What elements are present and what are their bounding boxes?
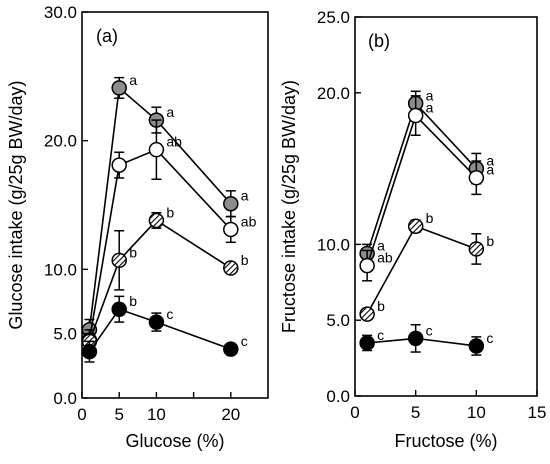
x-tick-label: 5 — [411, 403, 420, 422]
series-line — [88, 308, 232, 353]
significance-letter: c — [426, 322, 433, 338]
significance-letter: a — [426, 87, 434, 103]
y-tick-label: 10.0 — [317, 235, 350, 254]
data-point — [148, 212, 165, 229]
significance-letter: c — [377, 327, 384, 343]
data-point — [111, 157, 127, 173]
data-point — [111, 301, 127, 317]
x-tick-label: 20 — [221, 405, 240, 424]
plot-frame — [81, 11, 269, 399]
series-hatched: b b b — [359, 210, 494, 322]
significance-letter: b — [166, 204, 174, 220]
significance-letter: b — [241, 252, 249, 268]
y-tick-label: 0.0 — [326, 387, 350, 406]
data-point — [148, 314, 165, 330]
y-axis-title: Glucose intake (g/25g BW/day) — [6, 80, 26, 329]
data-point — [359, 257, 375, 274]
data-point — [111, 80, 127, 96]
chart-panel-a: 0.0 5.0 10.0 20.0 30.0 0 5 10 20 Glucose (%) Gluco… — [6, 3, 269, 451]
significance-letter: a — [129, 72, 137, 88]
x-axis-title: Fructose (%) — [394, 431, 497, 451]
significance-letter: c — [166, 306, 173, 322]
panel-label: (b) — [368, 31, 390, 51]
data-point — [407, 218, 424, 234]
x-tick-label: 15 — [528, 403, 547, 422]
significance-letter: b — [129, 293, 137, 309]
data-point — [223, 195, 239, 212]
significance-letter: a — [426, 100, 434, 116]
x-tick-label: 0 — [350, 403, 359, 422]
y-tick-label: 20.0 — [44, 132, 77, 151]
data-point — [359, 335, 375, 351]
significance-letter: c — [241, 333, 248, 349]
y-tick-label: 5.0 — [326, 311, 350, 330]
significance-letter: ab — [166, 134, 182, 150]
data-point — [223, 260, 239, 276]
data-point — [359, 306, 375, 322]
significance-letter: b — [377, 298, 385, 314]
significance-letter: a — [486, 153, 494, 169]
significance-letter: b — [486, 233, 494, 249]
y-tick-label: 25.0 — [317, 8, 350, 27]
x-tick-label: 5 — [114, 405, 123, 424]
significance-letter: a — [486, 162, 494, 178]
x-tick-label: 10 — [467, 403, 486, 422]
significance-letter: ab — [377, 250, 393, 266]
significance-letter: b — [426, 210, 434, 226]
y-axis-title: Fructose intake (g/25g BW/day) — [279, 80, 299, 333]
x-tick-label: 0 — [77, 405, 86, 424]
series-black: b c c — [81, 293, 248, 363]
data-point — [468, 169, 485, 186]
data-point — [81, 343, 98, 360]
series-line — [88, 148, 232, 341]
panel-label: (a) — [96, 26, 118, 46]
data-point — [468, 241, 485, 257]
y-tick-label: 30.0 — [44, 3, 77, 22]
data-point — [223, 341, 239, 357]
y-tick-label: 10.0 — [44, 260, 77, 279]
data-point — [111, 252, 127, 269]
data-point — [468, 338, 485, 354]
y-tick-label: 5.0 — [53, 325, 77, 344]
series-line — [88, 86, 232, 330]
significance-letter: a — [241, 188, 249, 204]
significance-letter: a — [166, 104, 174, 120]
significance-letter: ab — [241, 213, 257, 229]
x-tick-label: 10 — [147, 405, 166, 424]
y-tick-label: 20.0 — [317, 84, 350, 103]
chart-panel-b: 0.0 5.0 10.0 20.0 25.0 0 5 10 15 Fructose (%) Fruc… — [279, 8, 546, 451]
series-line — [88, 219, 232, 342]
data-point — [148, 141, 165, 158]
data-point — [407, 330, 424, 347]
significance-letter: a — [377, 237, 385, 253]
significance-letter: c — [486, 330, 493, 346]
plot-frame — [354, 16, 538, 397]
significance-letter: b — [129, 244, 137, 260]
data-point — [223, 221, 239, 238]
data-point — [407, 107, 424, 124]
y-tick-label: 0.0 — [53, 389, 77, 408]
x-axis-title: Glucose (%) — [125, 431, 224, 451]
